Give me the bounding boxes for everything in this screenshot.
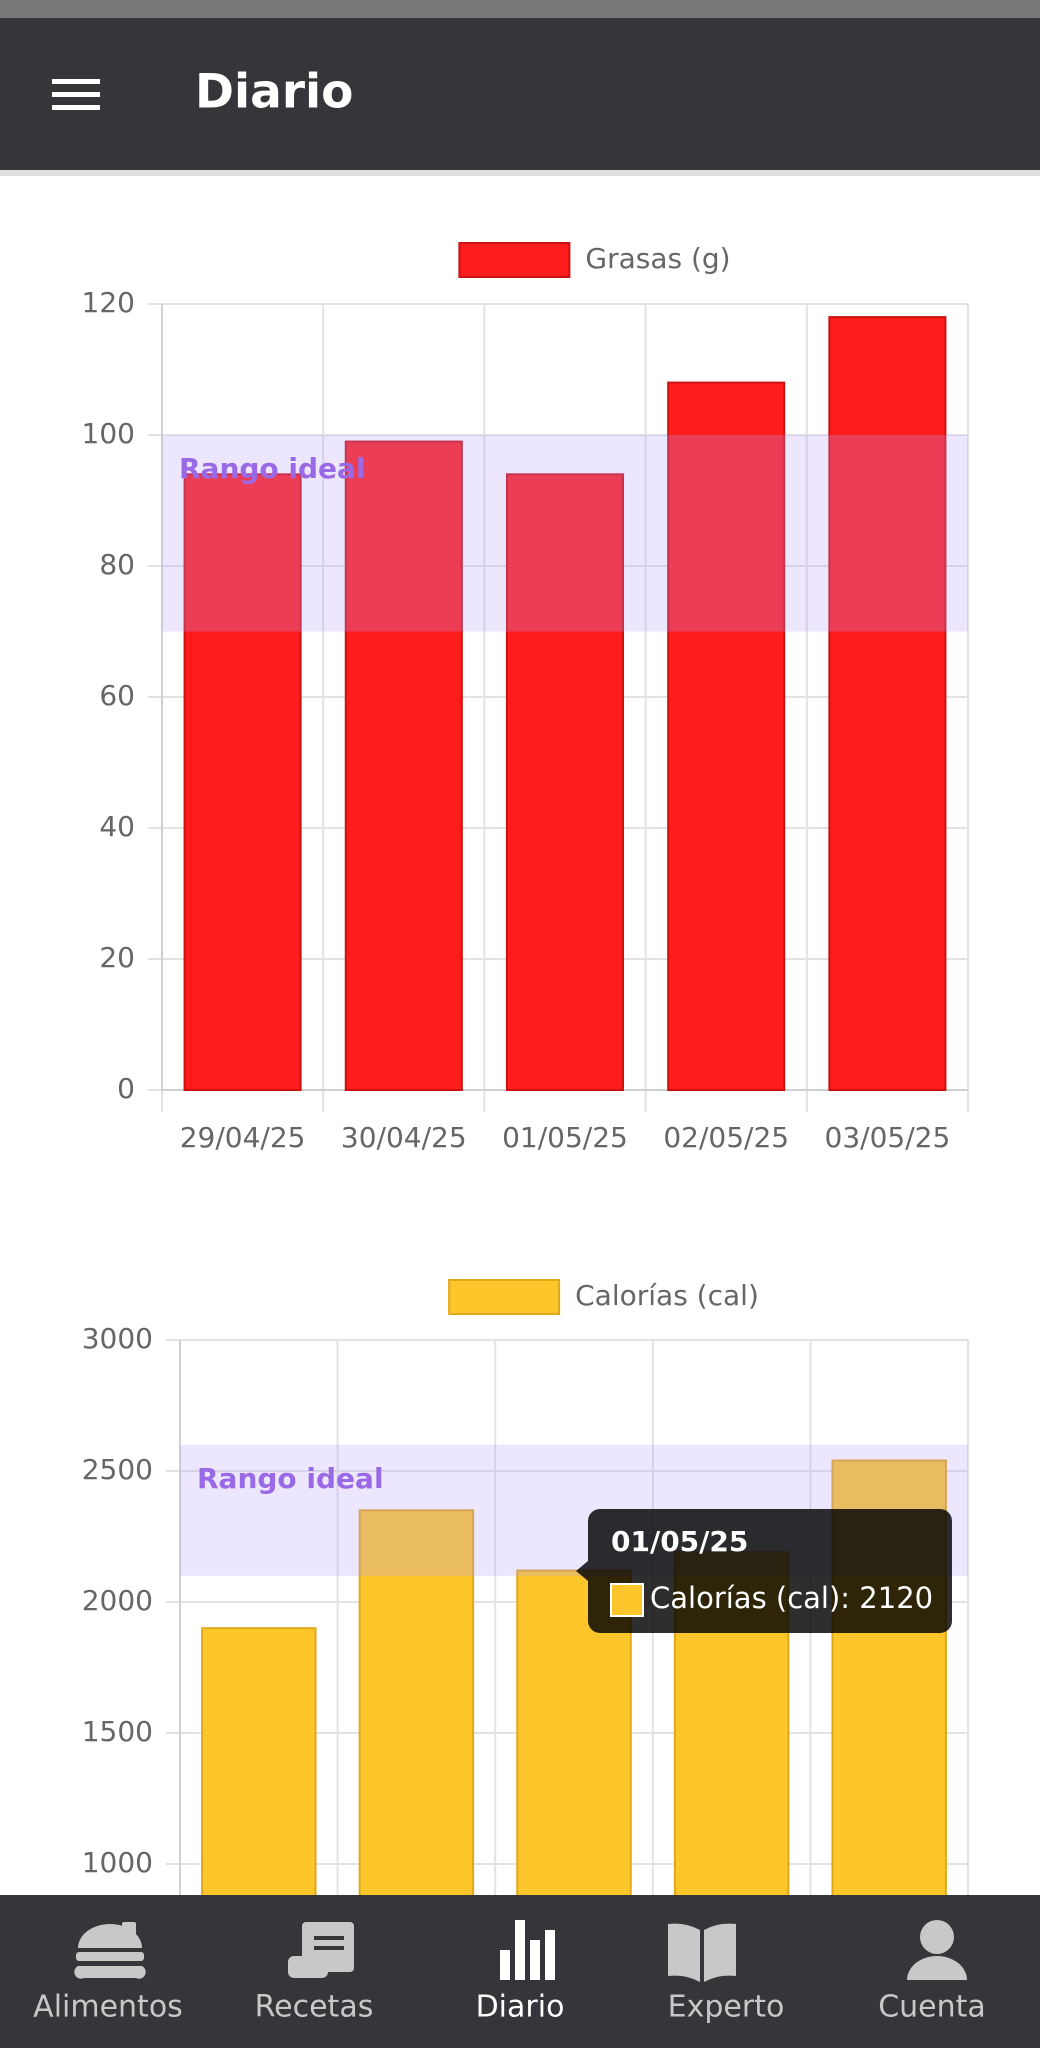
nav-label[interactable]: Alimentos (33, 1990, 183, 2025)
legend-swatch (458, 242, 571, 278)
menu-button[interactable] (52, 79, 100, 110)
bar (505, 473, 625, 1091)
y-tick-label: 1000 (82, 1846, 153, 1879)
legend-label: Grasas (g) (585, 242, 730, 275)
x-tick-label: 02/05/25 (663, 1121, 789, 1154)
y-tick-label: 20 (99, 941, 135, 974)
legend-swatch (448, 1279, 561, 1315)
x-tick-label: 01/05/25 (502, 1121, 628, 1154)
bar (183, 473, 302, 1091)
nav-icon-alimentos (74, 1922, 146, 1979)
ideal-range-label: Rango ideal (197, 1462, 384, 1495)
y-tick-label: 100 (82, 417, 135, 450)
tooltip-swatch (610, 1583, 644, 1617)
bottom-nav: Alimentos Recetas Diario Experto Cuenta (0, 1895, 1040, 2048)
nav-label[interactable]: Experto (668, 1990, 785, 2025)
nav-label[interactable]: Cuenta (878, 1990, 986, 2025)
x-tick-label: 29/04/25 (180, 1121, 306, 1154)
legend-item: Calorías (cal) (448, 1279, 759, 1315)
bar (828, 316, 947, 1092)
y-tick-label: 40 (99, 810, 135, 843)
y-tick-label: 0 (117, 1072, 135, 1105)
y-tick-label: 2500 (82, 1453, 153, 1486)
legend-item: Grasas (g) (458, 242, 731, 278)
y-tick-label: 80 (99, 548, 135, 581)
tooltip: 01/05/25 Calorías (cal): 2120 (576, 1509, 952, 1633)
x-tick-label: 30/04/25 (341, 1121, 467, 1154)
y-tick-label: 2000 (82, 1584, 153, 1617)
x-tick-label: 03/05/25 (825, 1121, 951, 1154)
y-tick-label: 60 (99, 679, 135, 712)
y-tick-label: 120 (82, 286, 135, 319)
nav-label[interactable]: Diario (476, 1990, 565, 2025)
y-tick-label: 1500 (82, 1715, 153, 1748)
app-bar-shadow (0, 170, 1040, 176)
bar (344, 440, 463, 1091)
ideal-range-label: Rango ideal (179, 452, 366, 485)
y-tick-label: 3000 (82, 1322, 153, 1355)
nav-icon-diario (500, 1920, 555, 1980)
tooltip-box (576, 1509, 952, 1633)
nav-label[interactable]: Recetas (255, 1990, 374, 2025)
status-bar (0, 0, 1040, 18)
tooltip-label: Calorías (cal): 2120 (650, 1581, 933, 1615)
bar-chart: 0 20 40 60 80 100 120 29/04/25 30/04/25 01/05/25 0… (82, 242, 969, 1154)
bar (667, 381, 786, 1092)
app-bar (0, 18, 1040, 170)
tooltip-title: 01/05/25 (611, 1525, 748, 1558)
nav-icon-recetas (288, 1922, 354, 1978)
legend-label: Calorías (cal) (575, 1279, 759, 1312)
ideal-range-band (162, 435, 968, 632)
app-title: Diario (195, 65, 353, 120)
nav-icon-experto (668, 1923, 736, 1982)
nav-icon-cuenta (907, 1920, 967, 1980)
